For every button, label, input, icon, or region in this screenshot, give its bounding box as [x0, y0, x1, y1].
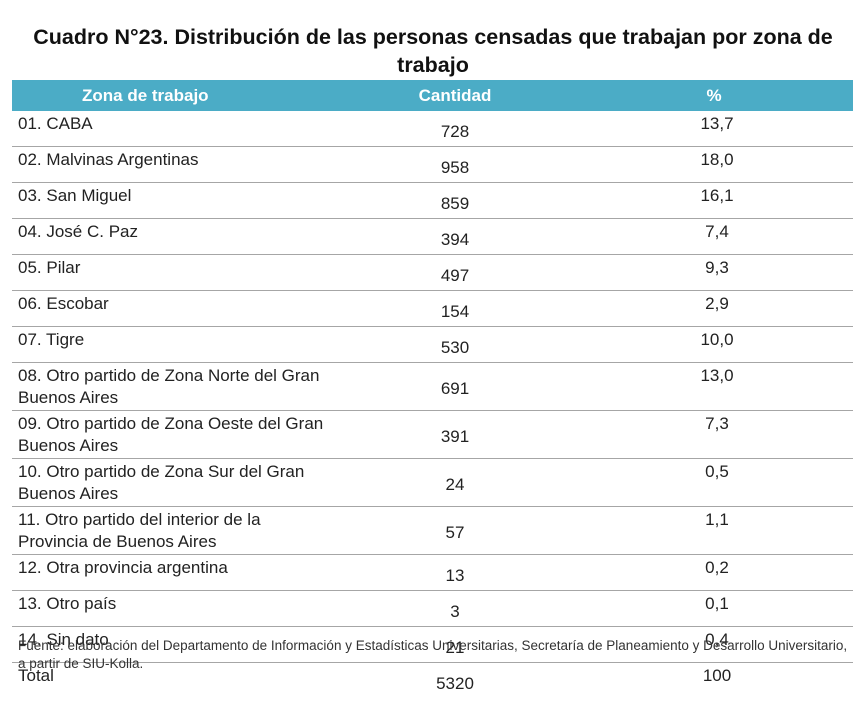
table-row: 07. Tigre 530 10,0: [12, 326, 853, 363]
pct-cell: 18,0: [575, 146, 853, 183]
cantidad-cell: 958: [335, 146, 575, 183]
pct-cell: 10,0: [575, 326, 853, 363]
total-label: Total: [18, 666, 54, 685]
cantidad-cell: 21: [335, 626, 575, 663]
zona-cell: 12. Otra provincia argentina: [12, 554, 335, 591]
table-row: 09. Otro partido de Zona Oeste del Gran …: [12, 410, 853, 459]
zona-cell: 01. CABA: [12, 111, 335, 147]
header-row: Zona de trabajo Cantidad %: [12, 80, 853, 111]
table-title: Cuadro N°23. Distribución de las persona…: [33, 25, 833, 77]
table-row: 11. Otro partido del interior de la Prov…: [12, 506, 853, 555]
table-row: 10. Otro partido de Zona Sur del Gran Bu…: [12, 458, 853, 507]
pct-cell: 0,2: [575, 554, 853, 591]
zona-cell: 11. Otro partido del interior de la Prov…: [12, 506, 335, 555]
table-row: 04. José C. Paz 394 7,4: [12, 218, 853, 255]
zona-cell: 04. José C. Paz: [12, 218, 335, 255]
zona-cell: 06. Escobar: [12, 290, 335, 327]
table-row: 05. Pilar 497 9,3: [12, 254, 853, 291]
zona-cell: 09. Otro partido de Zona Oeste del Gran …: [12, 410, 335, 459]
pct-cell: 1,1: [575, 506, 853, 555]
table-row: 01. CABA 728 13,7: [12, 111, 853, 147]
pct-cell: 7,3: [575, 410, 853, 459]
table-row: 02. Malvinas Argentinas 958 18,0: [12, 146, 853, 183]
zona-cell: 03. San Miguel: [12, 182, 335, 219]
source-note: Fuente: elaboración del Departamento de …: [18, 638, 848, 671]
table-row: 12. Otra provincia argentina 13 0,2: [12, 554, 853, 591]
zona-cell: 02. Malvinas Argentinas: [12, 146, 335, 183]
cantidad-cell: 3: [335, 590, 575, 627]
pct-cell: 9,3: [575, 254, 853, 291]
header-cantidad: Cantidad: [335, 80, 575, 111]
total-pct: 100: [702, 666, 732, 685]
table-row: 14. Sin dato 21 0,4: [12, 626, 853, 663]
cantidad-cell: 24: [335, 458, 575, 507]
cantidad-cell: 728: [335, 111, 575, 147]
total-row: Total 5320 100: [12, 663, 853, 699]
cantidad-cell: 394: [335, 218, 575, 255]
cantidad-cell: 13: [335, 554, 575, 591]
table-row: 08. Otro partido de Zona Norte del Gran …: [12, 362, 853, 411]
zona-cell: 07. Tigre: [12, 326, 335, 363]
cantidad-cell: 391: [335, 410, 575, 459]
cantidad-cell: 57: [335, 506, 575, 555]
zona-cell: 10. Otro partido de Zona Sur del Gran Bu…: [12, 458, 335, 507]
pct-cell: 7,4: [575, 218, 853, 255]
header-zona: Zona de trabajo: [12, 80, 335, 111]
pct-cell: 0,4: [575, 626, 853, 663]
cantidad-cell: 154: [335, 290, 575, 327]
pct-cell: 0,5: [575, 458, 853, 507]
zona-cell: 14. Sin dato: [12, 626, 335, 663]
cantidad-cell: 497: [335, 254, 575, 291]
pct-cell: 2,9: [575, 290, 853, 327]
cantidad-cell: 530: [335, 326, 575, 363]
table-row: 13. Otro país 3 0,1: [12, 590, 853, 627]
total-cantidad: 5320: [436, 673, 474, 693]
header-pct: %: [575, 80, 853, 111]
zona-cell: 05. Pilar: [12, 254, 335, 291]
table-row: 03. San Miguel 859 16,1: [12, 182, 853, 219]
pct-cell: 13,0: [575, 362, 853, 411]
table-row: 06. Escobar 154 2,9: [12, 290, 853, 327]
cantidad-cell: 691: [335, 362, 575, 411]
zona-cell: 08. Otro partido de Zona Norte del Gran …: [12, 362, 335, 411]
data-table: Zona de trabajo Cantidad % 01. CABA 728 …: [12, 80, 853, 698]
pct-cell: 16,1: [575, 182, 853, 219]
pct-cell: 13,7: [575, 111, 853, 147]
zona-cell: 13. Otro país: [12, 590, 335, 627]
pct-cell: 0,1: [575, 590, 853, 627]
cantidad-cell: 859: [335, 182, 575, 219]
